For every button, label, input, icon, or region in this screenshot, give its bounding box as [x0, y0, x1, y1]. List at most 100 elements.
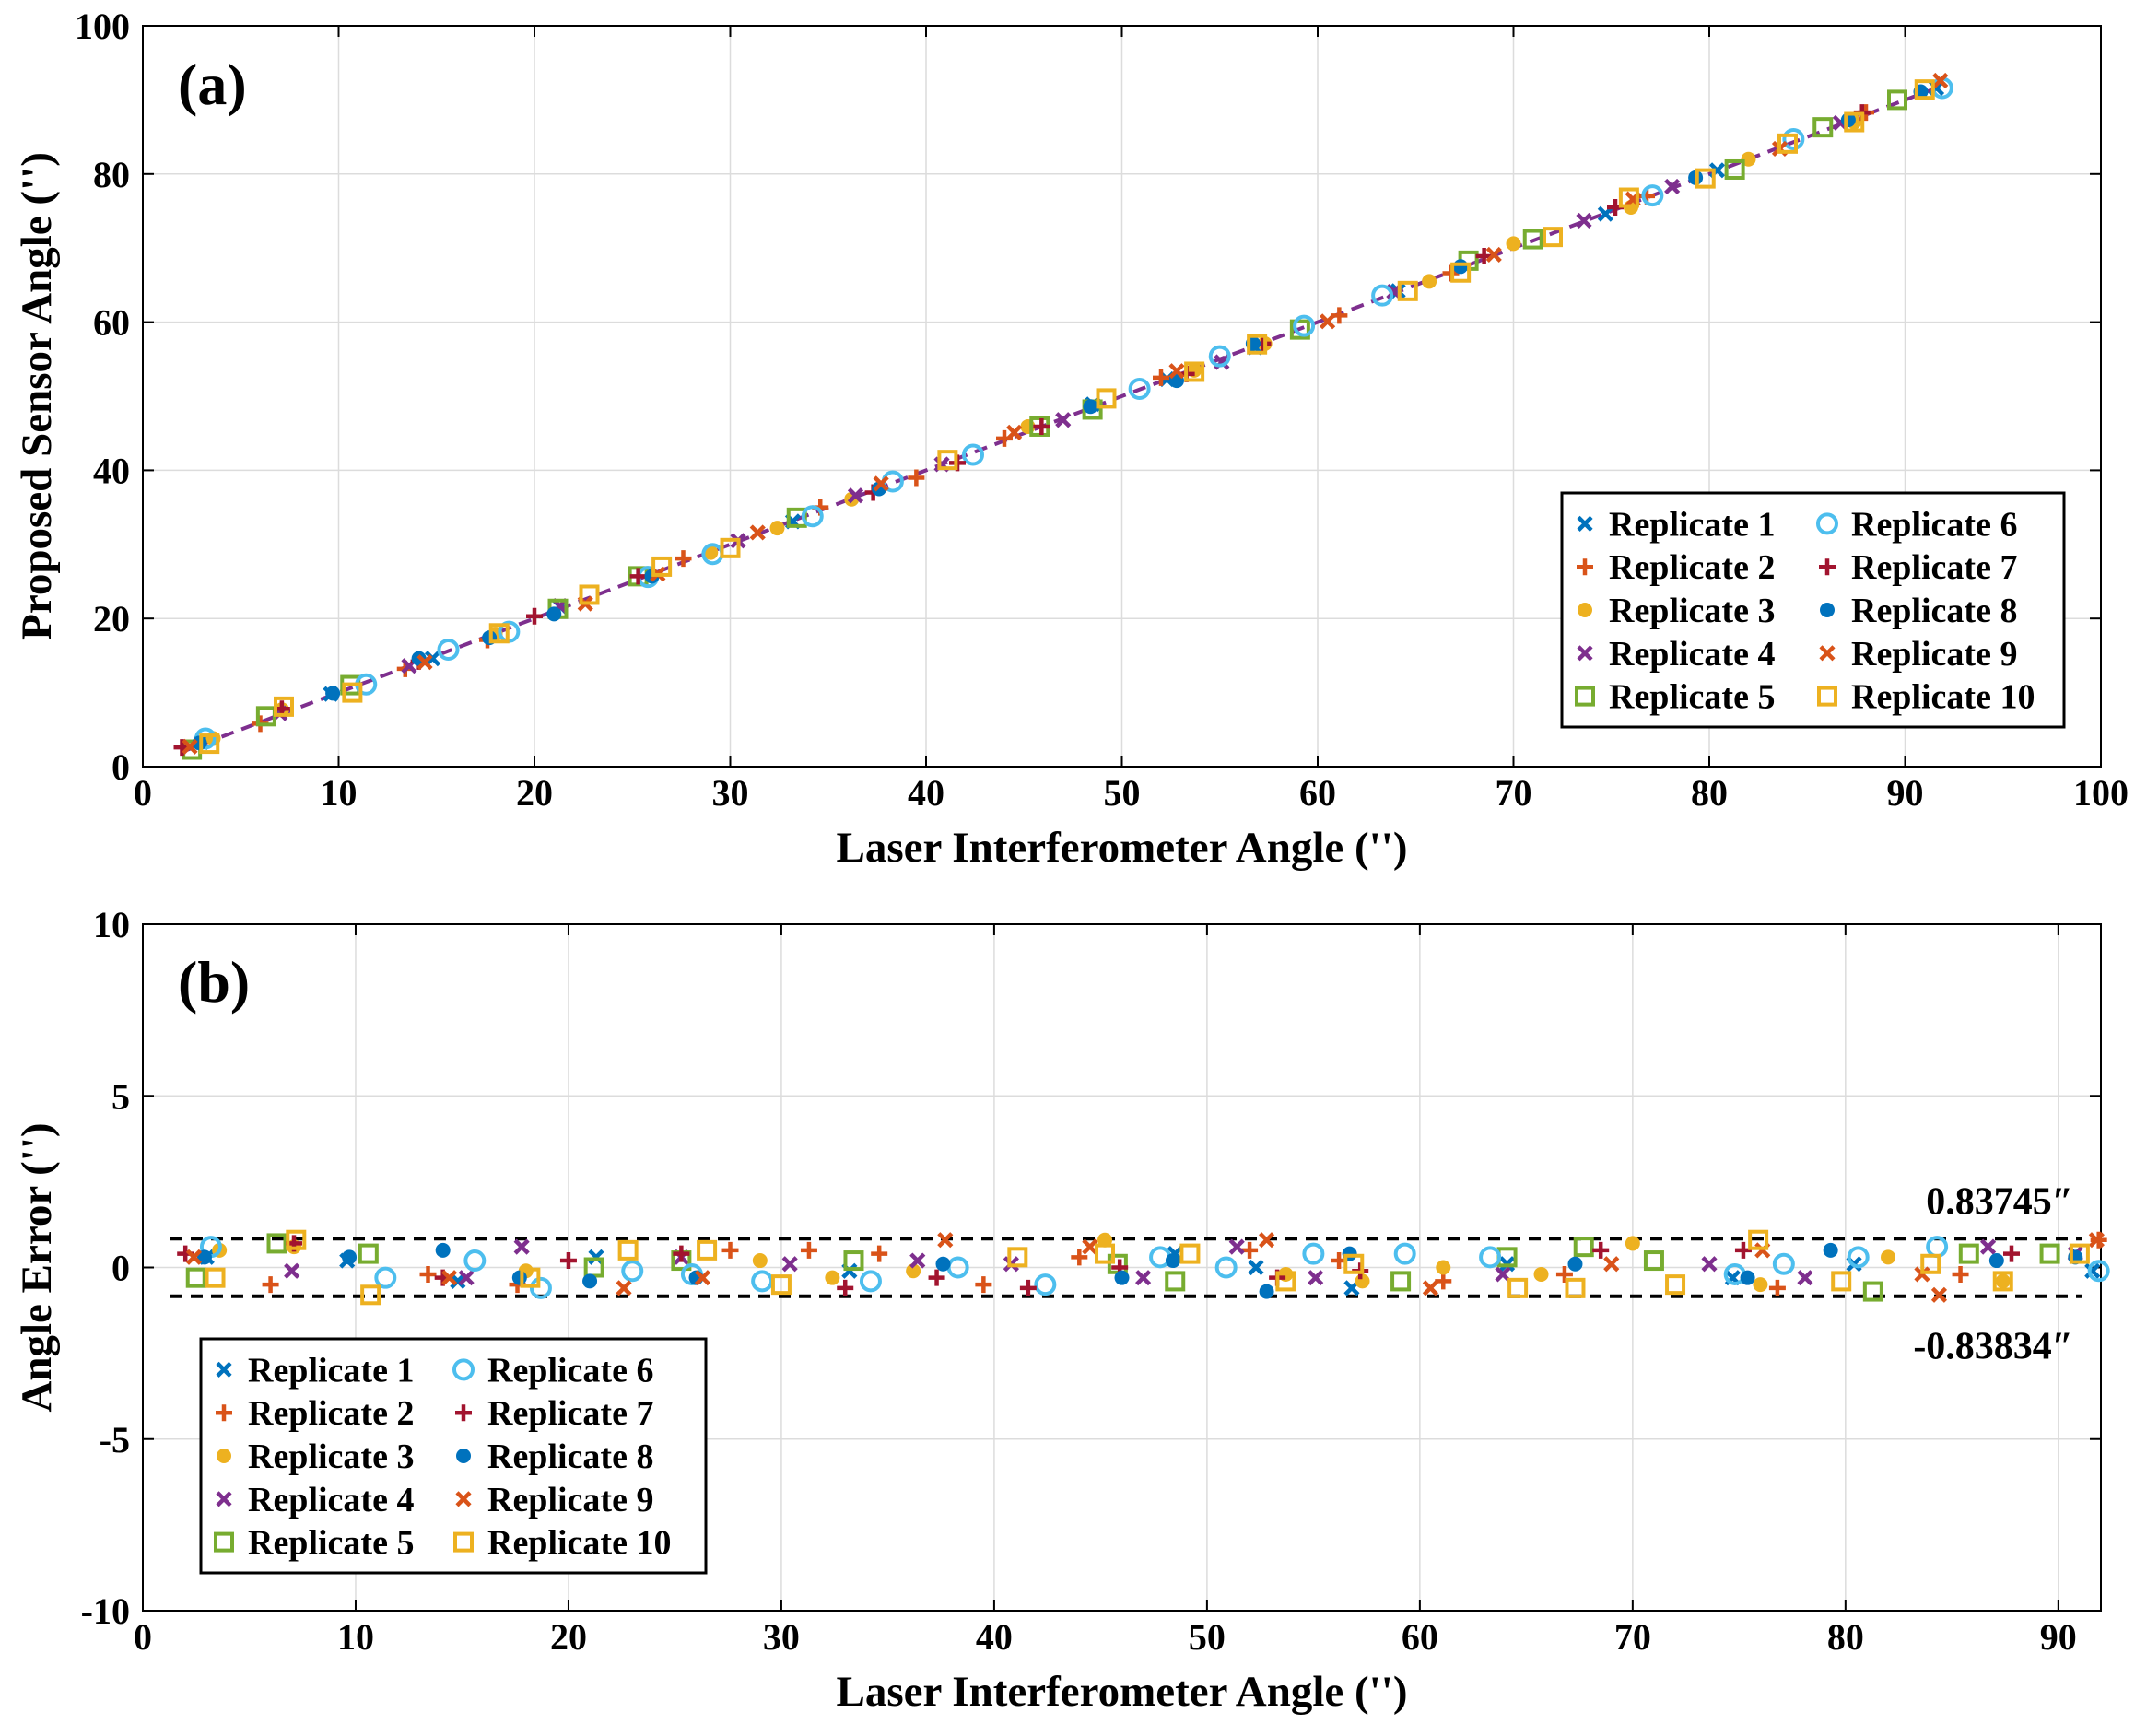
legend-entry-label: Replicate 6: [1851, 505, 2017, 544]
x-tick-label: 30: [712, 772, 749, 814]
data-point: [621, 1260, 644, 1283]
data-point: [579, 584, 600, 605]
data-point: [360, 1284, 381, 1306]
legend-marker: [1578, 603, 1592, 617]
data-point: [1772, 1252, 1795, 1275]
data-point: [1184, 361, 1205, 382]
data-point: [286, 1229, 307, 1250]
data-point: [513, 1238, 530, 1255]
data-point: [1390, 1271, 1412, 1292]
data-point: [205, 1267, 226, 1288]
data-point: [1932, 72, 1949, 89]
data-point: [1355, 1273, 1370, 1289]
data-point: [694, 1270, 711, 1286]
data-point: [837, 1279, 854, 1296]
data-point: [441, 1270, 458, 1286]
x-tick-label: 90: [2040, 1616, 2077, 1658]
legend-marker: [1819, 645, 1836, 662]
data-point: [1034, 1273, 1057, 1296]
legend-entry-label: Replicate 8: [1851, 592, 2017, 630]
data-point: [1495, 1266, 1511, 1283]
data-point: [274, 696, 294, 717]
data-point: [935, 1256, 951, 1272]
data-point: [1055, 412, 1072, 428]
data-point: [2084, 1262, 2101, 1279]
data-point: [1768, 1279, 1786, 1296]
data-point: [1247, 334, 1268, 355]
x-tick-label: 50: [1104, 772, 1141, 814]
data-point: [1543, 227, 1563, 248]
data-point: [1914, 79, 1935, 100]
data-point: [752, 1253, 768, 1269]
data-point: [651, 556, 673, 577]
data-point: [358, 1243, 379, 1264]
legend-entry-label: Replicate 3: [248, 1437, 414, 1476]
data-point: [1179, 1243, 1201, 1264]
series-replicate-10: [205, 1229, 2090, 1306]
data-point: [843, 1250, 864, 1272]
data-point: [374, 1266, 397, 1289]
data-point: [909, 1252, 926, 1269]
data-point: [1603, 1256, 1620, 1273]
data-point: [1397, 280, 1418, 301]
legend-marker: [452, 1358, 475, 1381]
legend-marker: [1575, 686, 1595, 707]
data-point: [1777, 133, 1798, 154]
data-point: [1618, 187, 1639, 208]
x-tick-label: 40: [976, 1616, 1013, 1658]
data-point: [1293, 314, 1316, 337]
data-point: [1701, 1256, 1718, 1273]
data-point: [437, 638, 460, 661]
legend-marker: [216, 1361, 232, 1378]
data-point: [1208, 345, 1231, 368]
legend-entry-label: Replicate 2: [248, 1394, 414, 1433]
x-tick-label: 10: [321, 772, 358, 814]
y-tick-label: 10: [93, 904, 130, 945]
data-point: [1643, 1250, 1664, 1272]
data-point: [458, 1270, 475, 1286]
data-point: [629, 568, 647, 585]
data-point: [1096, 388, 1117, 409]
data-point: [435, 1242, 451, 1258]
data-point: [859, 1270, 882, 1293]
data-point: [801, 505, 824, 528]
x-tick-label: 40: [908, 772, 944, 814]
legend-marker: [216, 1404, 232, 1422]
legend-entry-label: Replicate 2: [1609, 548, 1775, 587]
legend-marker: [217, 1449, 231, 1463]
data-point: [1095, 1243, 1116, 1264]
data-point: [937, 1232, 954, 1249]
legend-marker: [1816, 512, 1838, 535]
data-point: [1995, 1273, 2011, 1289]
x-tick-label: 10: [337, 1616, 374, 1658]
data-point: [1665, 1274, 1686, 1296]
y-tick-label: 0: [111, 746, 130, 788]
data-point: [1823, 1242, 1838, 1258]
legend-entry-label: Replicate 10: [487, 1524, 671, 1563]
data-point: [617, 1239, 639, 1261]
data-point: [1831, 1271, 1852, 1292]
series-replicate-10: [199, 79, 1935, 755]
data-point: [1748, 1229, 1769, 1250]
legend-entry-label: Replicate 1: [248, 1351, 414, 1390]
data-point: [199, 733, 220, 755]
data-point: [559, 1252, 577, 1270]
data-point: [2088, 1232, 2105, 1249]
upper-bound-label: 0.83745″: [1926, 1180, 2073, 1223]
legend-marker: [1577, 645, 1593, 662]
legend-entry-label: Replicate 5: [1609, 678, 1775, 717]
data-point: [2002, 1245, 2020, 1262]
data-point: [1343, 1253, 1365, 1274]
data-point: [873, 475, 889, 492]
data-point: [1435, 1273, 1452, 1290]
x-tick-label: 70: [1496, 772, 1532, 814]
legend-marker: [455, 1404, 472, 1422]
legend: Replicate 1 Replicate 2 Replicate 3 Replica…: [1560, 491, 2066, 729]
x-tick-label: 30: [763, 1616, 800, 1658]
data-point: [1664, 178, 1681, 195]
legend-entry-label: Replicate 9: [1851, 635, 2017, 674]
legend-entry-label: Replicate 10: [1851, 678, 2035, 717]
data-point: [1259, 1284, 1274, 1299]
data-point: [1450, 262, 1472, 283]
